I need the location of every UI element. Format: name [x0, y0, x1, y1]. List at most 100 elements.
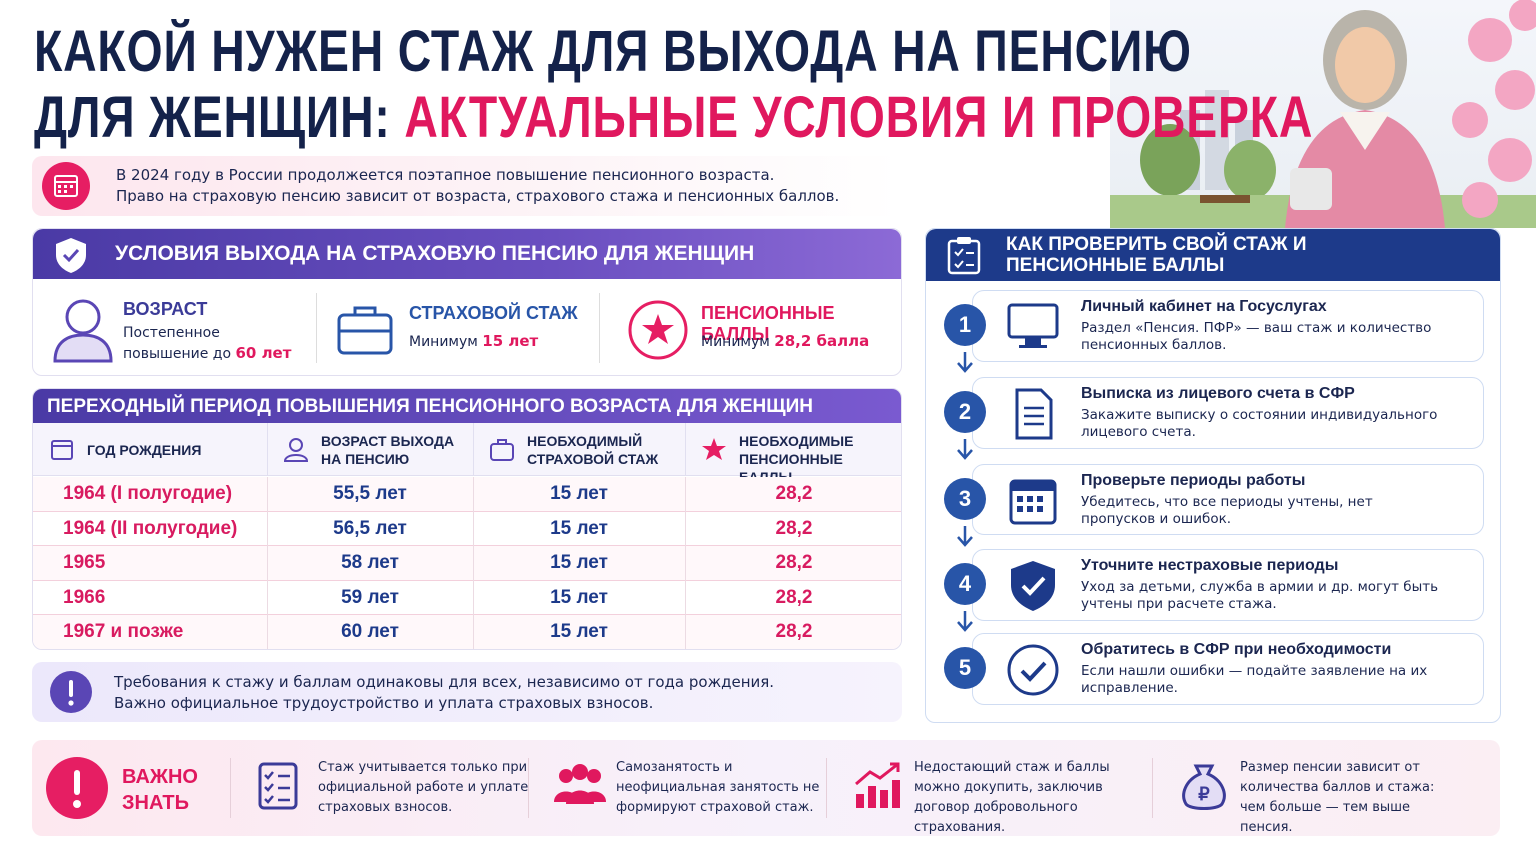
condition-accent: 60 лет — [235, 344, 292, 362]
step-card: Личный кабинет на Госуслугах Раздел «Пенс… — [972, 290, 1484, 362]
decoration — [582, 791, 606, 802]
decoration — [62, 248, 80, 263]
important-icon — [855, 762, 900, 808]
divider — [528, 758, 529, 818]
decoration — [68, 700, 74, 706]
table-cell: 28,2 — [775, 552, 813, 574]
arrow-icon — [957, 439, 973, 460]
table-cell: 28,2 — [775, 483, 813, 504]
condition-text: Минимум 28,2 балла — [701, 331, 869, 352]
header-icon — [51, 440, 73, 460]
condition-text-part: Минимум — [409, 334, 478, 350]
clipboard-icon — [947, 237, 981, 275]
divider — [685, 423, 686, 476]
decoration — [1462, 182, 1498, 218]
decoration — [856, 780, 900, 808]
step-number: 3 — [944, 478, 986, 520]
decoration — [258, 762, 298, 810]
step-number: 4 — [944, 563, 986, 605]
table-cell: 59 лет — [341, 586, 399, 608]
decoration — [1011, 561, 1055, 611]
decoration — [70, 185, 73, 188]
decoration — [957, 611, 973, 632]
decoration — [264, 771, 274, 804]
exclamation-icon — [46, 757, 108, 819]
note-line: Требования к стажу и баллам одинаковы дл… — [114, 673, 775, 691]
table-row — [33, 511, 901, 547]
step-icon — [1007, 644, 1059, 696]
decoration — [856, 794, 864, 808]
divider — [267, 615, 268, 649]
step-title: Уточните нестраховые периоды — [1081, 557, 1339, 574]
table-cell: 60 лет — [341, 621, 399, 643]
table-header: ПЕРЕХОДНЫЙ ПЕРИОД ПОВЫШЕНИЯ ПЕНСИОННОГО … — [33, 389, 901, 423]
decoration — [892, 780, 900, 808]
decoration — [957, 352, 973, 373]
divider — [1152, 758, 1153, 818]
arrow-icon — [957, 352, 973, 373]
decoration — [1488, 138, 1532, 182]
decoration — [1011, 481, 1055, 491]
decoration — [572, 764, 588, 780]
exclamation-icon — [50, 671, 92, 713]
table-cell: 28,2 — [775, 621, 813, 643]
star-icon — [628, 300, 688, 360]
table-cell: 55,5 лет — [333, 483, 407, 504]
decoration — [1017, 496, 1023, 502]
important-band: ВАЖНО ЗНАТЬ Стаж учитывается только при … — [32, 740, 1500, 836]
decoration — [73, 800, 81, 808]
condition-text: Постепенное повышение до 60 лет — [123, 323, 303, 364]
decoration — [289, 438, 303, 452]
decoration — [1509, 0, 1536, 31]
important-text: Самозанятость и неофициальная занятость … — [616, 760, 820, 815]
table-row — [33, 615, 901, 649]
table-title: ПЕРЕХОДНЫЙ ПЕРИОД ПОВЫШЕНИЯ ПЕНСИОННОГО … — [47, 396, 813, 417]
condition-accent: 15 лет — [482, 332, 539, 350]
condition-accent: 28,2 балла — [774, 332, 870, 350]
decoration — [1468, 18, 1512, 62]
table-cell: 15 лет — [550, 586, 608, 608]
table-cell: 15 лет — [550, 517, 608, 539]
decoration — [58, 185, 61, 188]
decoration — [868, 786, 876, 808]
decoration — [1182, 764, 1226, 810]
table-cell: 1965 — [63, 552, 106, 574]
divider — [685, 615, 686, 649]
table-cell: 1966 — [63, 586, 106, 608]
decoration — [587, 769, 601, 783]
important-text: Недостающий стаж и баллы можно докупить,… — [914, 760, 1110, 835]
table-row — [33, 546, 901, 581]
step-text: Уход за детьми, служба в армии и др. мог… — [1081, 579, 1439, 612]
step-text: Убедитесь, что все периоды учтены, нет п… — [1081, 494, 1373, 527]
decoration — [497, 439, 507, 444]
divider — [685, 580, 686, 616]
decoration — [1007, 303, 1059, 339]
decoration — [1021, 576, 1046, 596]
decoration — [1017, 496, 1043, 512]
decoration — [957, 526, 973, 547]
decoration — [353, 306, 377, 315]
decoration — [54, 175, 78, 197]
arrow-icon — [957, 611, 973, 632]
decoration — [316, 293, 317, 363]
decoration — [1290, 168, 1332, 210]
divider — [267, 477, 268, 512]
divider — [685, 511, 686, 547]
arrow-icon — [957, 526, 973, 547]
decoration — [56, 238, 86, 273]
decoration — [69, 680, 73, 697]
step-title: Выписка из лицевого счета в СФР — [1081, 385, 1355, 402]
intro-line: Право на страховую пенсию зависит от воз… — [116, 187, 840, 205]
decoration — [1140, 124, 1200, 196]
title-line: КАКОЙ НУЖЕН СТАЖ ДЛЯ ВЫХОДА НА ПЕНСИЮ — [34, 19, 1192, 84]
woman-icon — [53, 299, 113, 363]
step-number: 2 — [944, 391, 986, 433]
divider — [473, 615, 474, 649]
decoration — [65, 299, 101, 335]
condition-label: СТРАХОВОЙ СТАЖ — [409, 303, 578, 323]
step-text: Если нашли ошибки — подайте заявление на… — [1081, 663, 1428, 696]
condition-label: ПЕНСИОННЫЕ БАЛЛЫ — [701, 303, 835, 344]
calendar-icon — [42, 162, 90, 210]
divider — [230, 758, 231, 818]
